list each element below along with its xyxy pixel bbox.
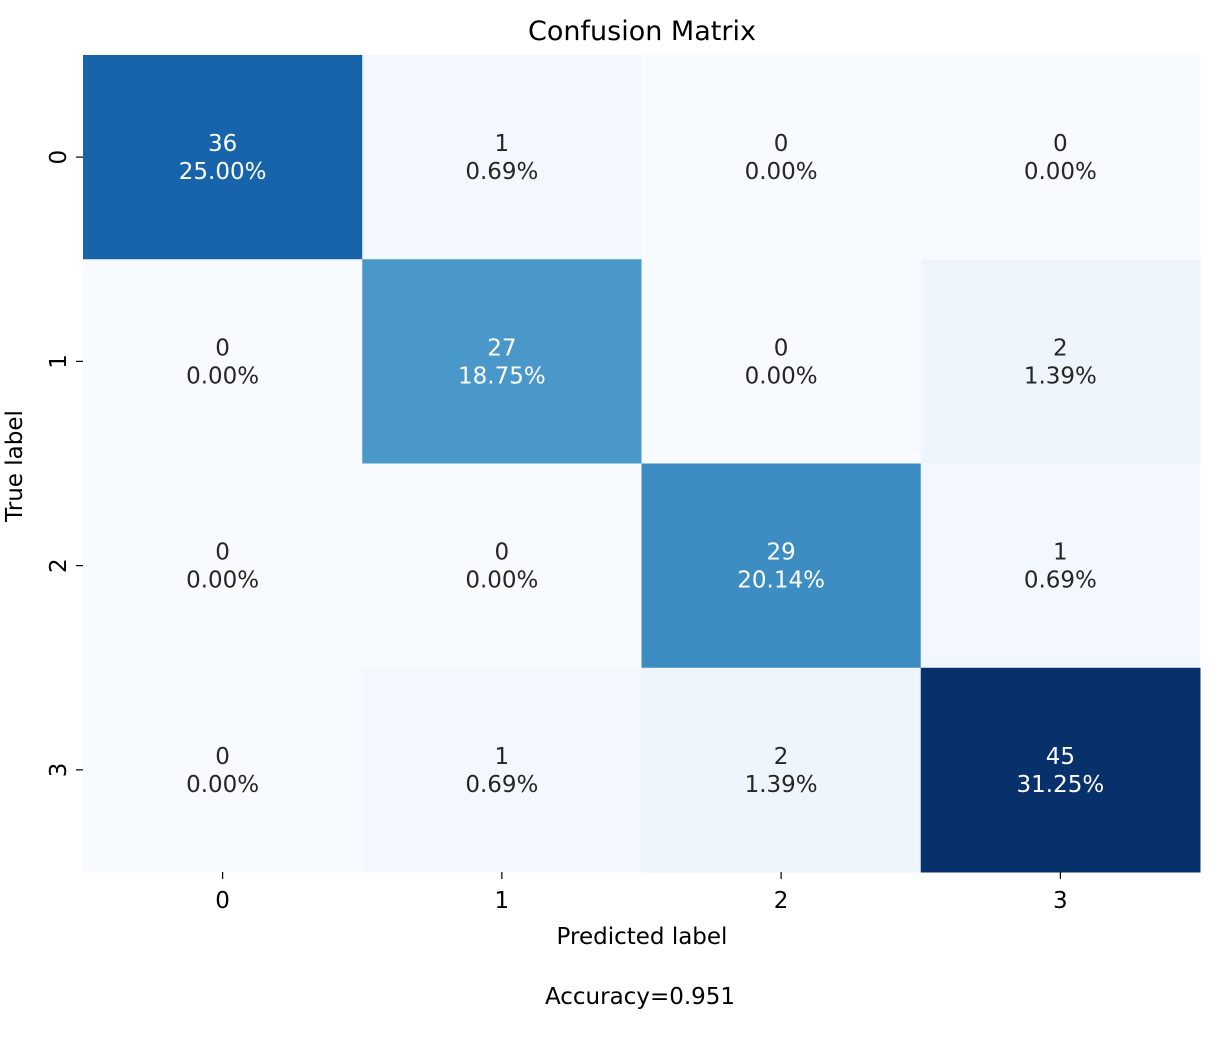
x-axis-label: Predicted label xyxy=(557,924,728,950)
cell-percent-label: 1.39% xyxy=(745,772,818,798)
cell-percent-label: 0.00% xyxy=(186,772,259,798)
cell-percent-label: 0.00% xyxy=(186,568,259,594)
y-tick-label: 0 xyxy=(46,150,72,165)
heatmap-cell-r0-c0 xyxy=(83,55,363,260)
cell-count-label: 27 xyxy=(487,335,516,361)
heatmap-cell-r2-c3 xyxy=(920,463,1201,669)
cell-percent-label: 20.14% xyxy=(737,568,825,594)
heatmap-cell-r0-c3 xyxy=(920,55,1201,260)
cell-count-label: 0 xyxy=(774,335,789,361)
cell-count-label: 1 xyxy=(495,131,510,157)
cell-count-label: 45 xyxy=(1046,744,1075,770)
cell-count-label: 0 xyxy=(215,540,230,566)
cell-percent-label: 0.69% xyxy=(465,159,538,185)
cell-percent-label: 0.00% xyxy=(745,363,818,389)
heatmap-cell-r1-c1 xyxy=(362,259,642,464)
y-tick-label: 1 xyxy=(46,354,72,369)
cell-count-label: 1 xyxy=(495,744,510,770)
x-tick-label: 0 xyxy=(215,888,230,914)
chart-title: Confusion Matrix xyxy=(528,16,756,47)
cell-count-label: 2 xyxy=(1053,335,1068,361)
cell-percent-label: 31.25% xyxy=(1017,772,1105,798)
x-tick-label: 2 xyxy=(774,888,789,914)
heatmap-cell-r0-c2 xyxy=(641,55,922,260)
cell-percent-label: 0.69% xyxy=(465,772,538,798)
heatmap-cells xyxy=(83,55,1201,873)
cell-percent-label: 1.39% xyxy=(1024,363,1097,389)
heatmap-cell-r3-c3 xyxy=(920,667,1201,873)
heatmap-cell-r2-c0 xyxy=(83,463,363,669)
heatmap-cell-r3-c1 xyxy=(362,667,642,873)
x-tick-label: 3 xyxy=(1053,888,1068,914)
x-tick-label: 1 xyxy=(495,888,510,914)
cell-count-label: 36 xyxy=(208,131,237,157)
heatmap-cell-r0-c1 xyxy=(362,55,642,260)
cell-count-label: 0 xyxy=(774,131,789,157)
y-tick-label: 3 xyxy=(46,763,72,778)
heatmap-cell-r1-c3 xyxy=(920,259,1201,464)
heatmap-cell-r2-c1 xyxy=(362,463,642,669)
cell-percent-label: 18.75% xyxy=(458,363,546,389)
cell-percent-label: 0.69% xyxy=(1024,568,1097,594)
cell-percent-label: 25.00% xyxy=(179,159,267,185)
heatmap-cell-r1-c2 xyxy=(641,259,922,464)
cell-count-label: 0 xyxy=(215,335,230,361)
cell-percent-label: 0.00% xyxy=(186,363,259,389)
heatmap-cell-labels: 3625.00%10.69%00.00%00.00%00.00%2718.75%… xyxy=(179,131,1104,798)
heatmap-cell-r3-c0 xyxy=(83,667,363,873)
cell-count-label: 0 xyxy=(495,540,510,566)
cell-count-label: 0 xyxy=(215,744,230,770)
x-axis: 0 1 2 3 xyxy=(215,872,1068,914)
heatmap-cell-r1-c0 xyxy=(83,259,363,464)
y-axis: 0 1 2 3 xyxy=(46,150,83,777)
accuracy-footer: Accuracy=0.951 xyxy=(545,984,735,1010)
cell-count-label: 0 xyxy=(1053,131,1068,157)
cell-count-label: 1 xyxy=(1053,540,1068,566)
y-tick-label: 2 xyxy=(46,558,72,573)
cell-percent-label: 0.00% xyxy=(745,159,818,185)
cell-count-label: 2 xyxy=(774,744,789,770)
cell-percent-label: 0.00% xyxy=(1024,159,1097,185)
cell-percent-label: 0.00% xyxy=(465,568,538,594)
heatmap-cell-r2-c2 xyxy=(641,463,922,669)
y-axis-label: True label xyxy=(2,410,28,523)
cell-count-label: 29 xyxy=(766,540,795,566)
heatmap-cell-r3-c2 xyxy=(641,667,922,873)
